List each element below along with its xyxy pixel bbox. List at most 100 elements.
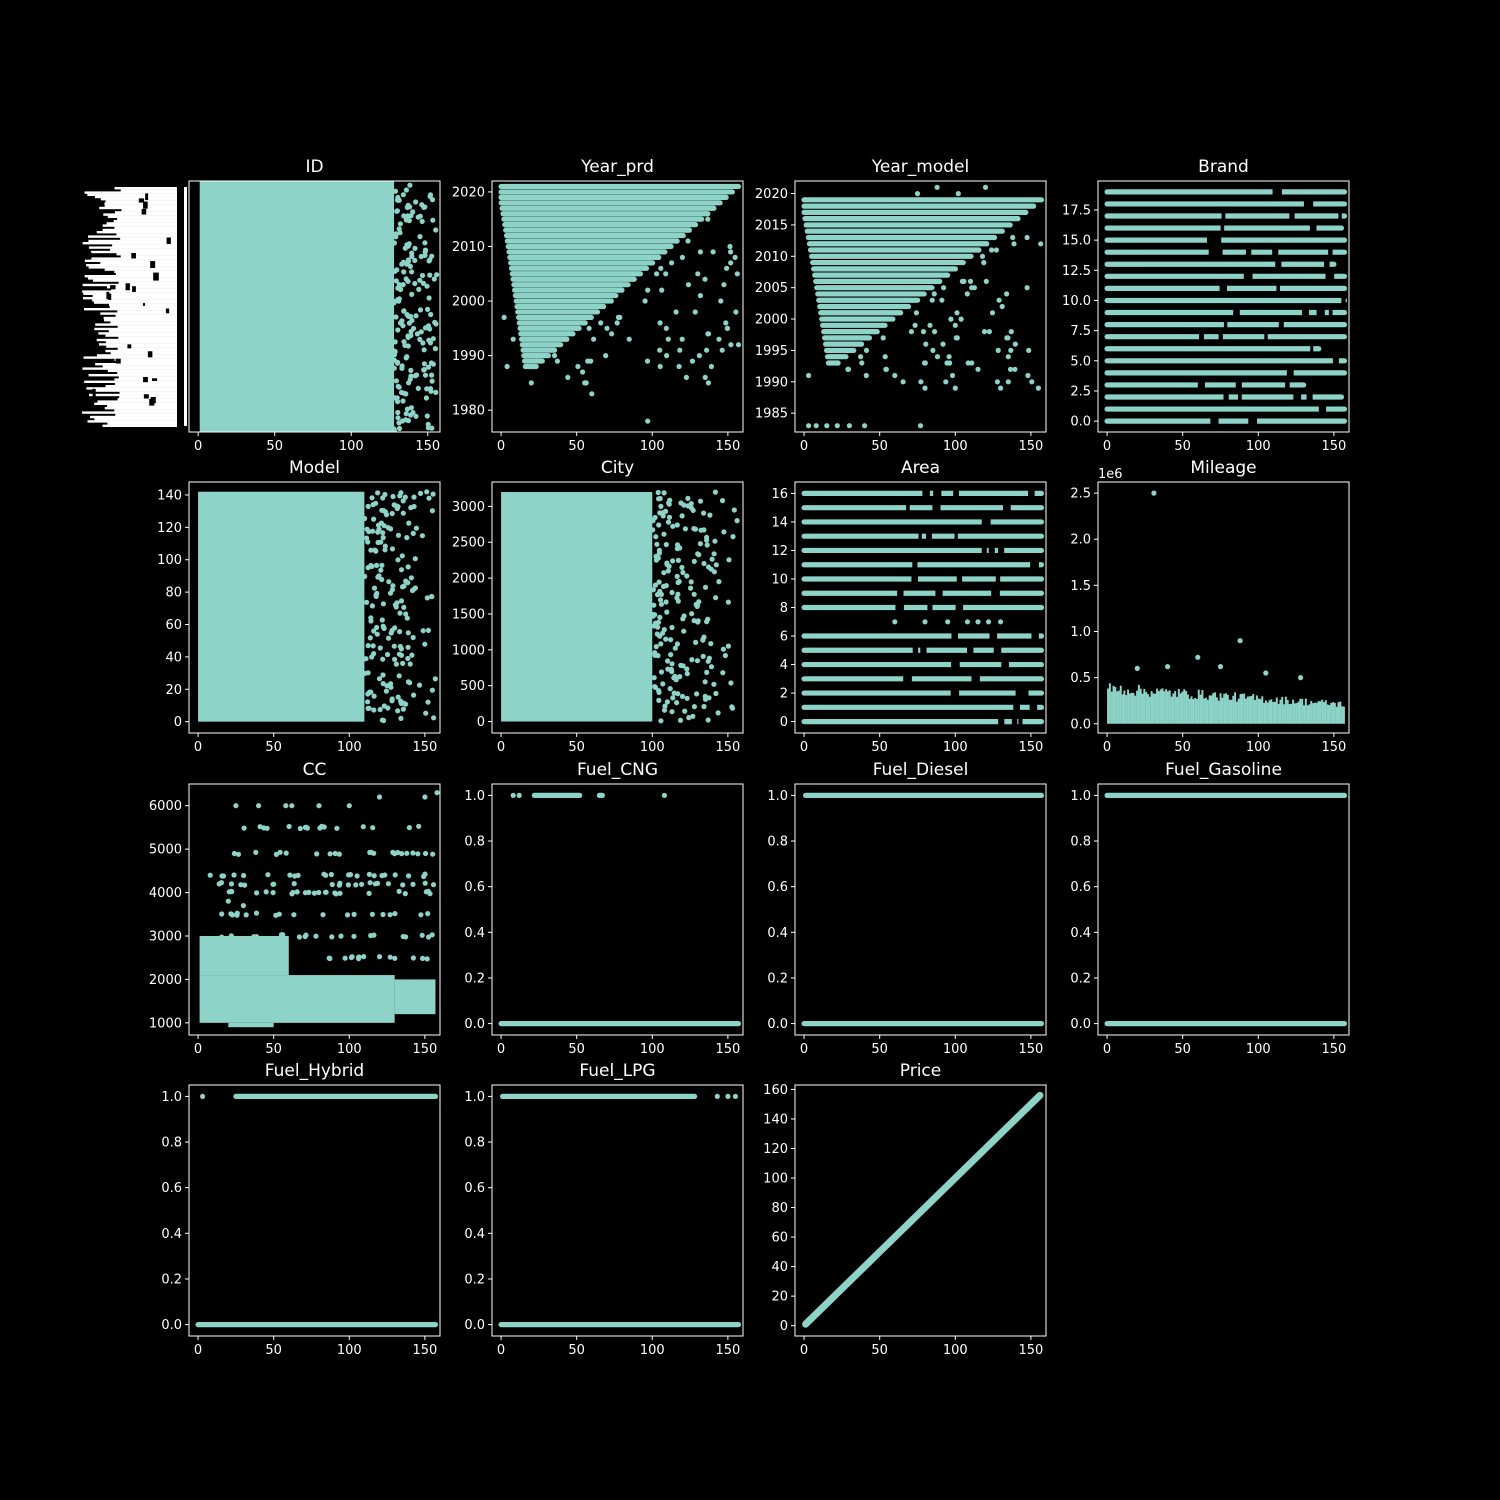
data-point	[689, 657, 695, 663]
panel-title: Fuel_CNG	[577, 760, 658, 780]
data-point	[981, 260, 987, 266]
data-point	[667, 686, 673, 692]
data-point	[220, 954, 226, 960]
x-tick-label: 50	[568, 1343, 585, 1358]
data-point	[659, 287, 665, 293]
y-tick-label: 2000	[149, 973, 182, 988]
dense-points	[1215, 697, 1218, 724]
data-point	[697, 498, 704, 504]
data-point	[365, 539, 371, 545]
data-point	[582, 380, 588, 386]
dense-points	[1194, 697, 1197, 724]
gap	[1309, 224, 1317, 232]
data-point	[403, 276, 409, 282]
dense-points	[1250, 695, 1253, 724]
panel-title: Area	[901, 458, 940, 478]
data-point	[675, 579, 681, 586]
y-tick-label-glyphs	[83, 292, 177, 295]
y-tick-label-glyphs	[102, 424, 177, 427]
y-tick-label: 160	[763, 1083, 788, 1098]
outlier-point	[1035, 385, 1041, 391]
data-point	[404, 850, 410, 856]
data-point	[702, 584, 709, 590]
data-point	[220, 873, 227, 879]
data-point	[665, 658, 671, 664]
data-point	[614, 320, 620, 326]
data-point	[219, 934, 225, 940]
data-point	[408, 313, 414, 320]
y-tick-label-glyphs	[115, 360, 177, 364]
data-point	[381, 717, 387, 724]
data-point	[688, 585, 694, 591]
data-point	[424, 595, 430, 601]
data-point	[387, 912, 393, 918]
data-point	[430, 851, 436, 857]
gap	[1286, 369, 1294, 377]
y-tick-label-glyphs	[88, 235, 177, 238]
data-point	[690, 713, 696, 719]
scatter-points	[198, 489, 438, 724]
data-point	[393, 378, 399, 384]
gap	[1031, 632, 1039, 640]
x-tick-label: 150	[1018, 740, 1043, 755]
data-point	[411, 494, 417, 500]
gap	[1274, 188, 1282, 196]
data-point	[701, 510, 707, 516]
data-point	[677, 347, 683, 353]
gap	[1310, 345, 1314, 353]
data-point	[405, 564, 411, 570]
data-point	[424, 956, 430, 962]
y-tick-label: 5.0	[1070, 354, 1091, 369]
outlier-point	[316, 803, 322, 809]
data-point	[405, 679, 411, 685]
dense-points	[1312, 703, 1315, 724]
data-point	[391, 426, 397, 432]
panel-price: Price 0 50 100 150 0 20 40 60 80 100 120 140 160	[763, 1061, 1047, 1358]
data-point	[723, 320, 729, 326]
data-point	[311, 890, 317, 896]
data-point	[329, 881, 335, 888]
y-tick-label: 1000	[452, 643, 485, 658]
x-tick-label: 150	[1018, 439, 1043, 454]
dense-points	[394, 979, 436, 1015]
x-tick-label: 0	[497, 1343, 505, 1358]
data-point	[370, 528, 376, 534]
data-point	[716, 336, 722, 342]
one-point	[516, 792, 522, 799]
data-point	[934, 354, 941, 360]
data-point	[658, 591, 665, 598]
y-tick-label: 0.0	[464, 1017, 485, 1032]
data-point	[412, 280, 418, 287]
y-tick-label: 1.0	[767, 789, 788, 804]
data-point	[419, 272, 426, 279]
y-tick-label-glyphs	[88, 374, 177, 377]
data-point	[365, 503, 371, 509]
data-point	[654, 271, 660, 277]
y-tick-label-glyphs	[114, 270, 177, 273]
scatter-points	[501, 489, 740, 724]
data-point	[410, 587, 416, 593]
y-tick-label-glyphs	[120, 189, 177, 192]
panel-fuel-hybrid: Fuel_Hybrid 0 50 100 150 0.0 0.2 0.4 0.6 0.8 1.0	[161, 1061, 441, 1358]
data-point	[719, 347, 725, 353]
data-point	[296, 934, 302, 940]
data-point	[399, 851, 405, 857]
gap	[935, 589, 943, 597]
data-point	[679, 336, 685, 342]
x-tick-label: 150	[1018, 1343, 1043, 1358]
y-tick-label-glyphs	[104, 204, 177, 207]
data-point	[680, 663, 686, 669]
gap	[1289, 212, 1295, 220]
axes-frame	[491, 783, 744, 1036]
data-point	[433, 389, 439, 395]
outlier-point	[952, 385, 958, 391]
scatter-points	[1104, 792, 1348, 1027]
data-point	[688, 505, 695, 511]
y-tick-label: 40	[771, 1260, 788, 1275]
gap	[951, 660, 960, 669]
data-point	[711, 681, 717, 687]
data-point	[660, 681, 666, 687]
data-point	[417, 234, 423, 240]
data-point	[670, 695, 676, 701]
data-point	[410, 955, 416, 961]
